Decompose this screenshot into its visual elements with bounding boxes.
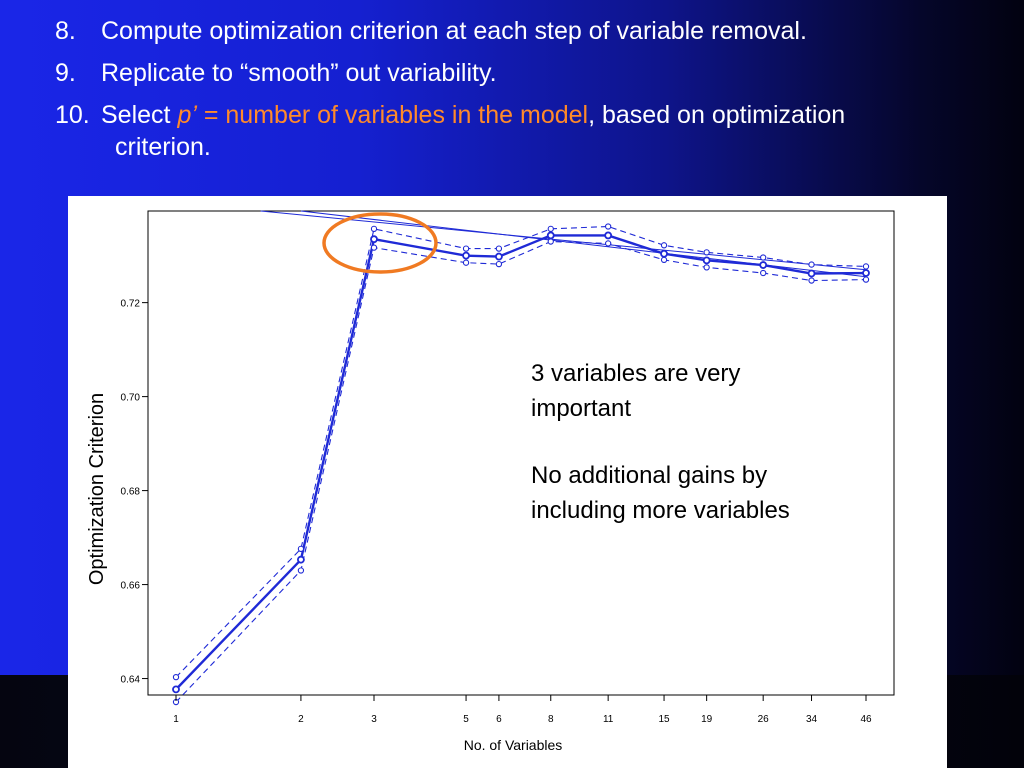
annotation-line-1: 3 variables are very bbox=[531, 360, 740, 387]
bullet-number: 10. bbox=[55, 101, 90, 129]
bullet-number: 8. bbox=[55, 17, 76, 45]
data-point bbox=[495, 245, 503, 252]
annotation-text: 3 variables are very important No additi… bbox=[531, 360, 790, 524]
highlight-text: p’ = number of variables in the model bbox=[177, 101, 588, 129]
data-point bbox=[370, 244, 378, 251]
x-axis-label: No. of Variables bbox=[464, 737, 563, 753]
data-point bbox=[808, 277, 815, 284]
data-point bbox=[660, 242, 668, 249]
data-point bbox=[462, 251, 470, 260]
data-point bbox=[703, 249, 710, 256]
data-point bbox=[172, 673, 180, 681]
reference-line bbox=[260, 210, 867, 271]
chart-figure: 0.64 0.66 0.68 0.70 0.72 1 2 3 5 6 8 11 15 19 26 34 46 … bbox=[68, 196, 947, 768]
x-tick-label: 19 bbox=[701, 714, 713, 725]
equals-sign: = bbox=[196, 101, 226, 129]
highlight-phrase: number of variables in the model bbox=[225, 101, 589, 129]
data-point bbox=[495, 252, 503, 261]
series-line-dashed bbox=[175, 240, 867, 703]
data-point bbox=[604, 231, 613, 240]
bullet-text: Replicate to “smooth” out variability. bbox=[101, 59, 497, 87]
x-tick-label: 15 bbox=[658, 714, 670, 725]
data-point bbox=[462, 259, 470, 266]
bullet-text: Compute optimization criterion at each s… bbox=[101, 17, 807, 45]
bullet-continuation: criterion. bbox=[115, 133, 211, 161]
y-tick-label: 0.72 bbox=[121, 299, 141, 310]
bullet-item-9: 9. Replicate to “smooth” out variability. bbox=[55, 56, 995, 90]
annotation-line-2: important bbox=[531, 395, 631, 422]
plot-frame bbox=[147, 210, 895, 696]
data-point bbox=[760, 269, 767, 277]
p-prime-symbol: p’ bbox=[177, 101, 197, 129]
data-point bbox=[605, 240, 612, 247]
highlight-circle bbox=[322, 212, 438, 274]
y-tick-label: 0.66 bbox=[121, 581, 141, 592]
data-point bbox=[862, 276, 870, 283]
x-tick-label: 11 bbox=[603, 714, 614, 725]
data-point bbox=[605, 223, 612, 230]
bullet-list: 8. Compute optimization criterion at each… bbox=[55, 14, 995, 172]
data-point bbox=[807, 269, 816, 278]
data-point bbox=[462, 245, 470, 252]
annotation-line-4: including more variables bbox=[531, 497, 790, 524]
y-axis-label: Optimization Criterion bbox=[86, 393, 108, 585]
y-tick-label: 0.64 bbox=[121, 675, 141, 686]
data-point bbox=[862, 269, 870, 277]
series-line-main bbox=[175, 234, 867, 691]
data-point bbox=[547, 225, 554, 233]
bullet-item-10: 10. Select p’ = number of variables in th… bbox=[55, 98, 995, 164]
data-point bbox=[172, 685, 180, 694]
data-point bbox=[297, 567, 305, 574]
data-point bbox=[702, 256, 711, 265]
data-point bbox=[370, 235, 378, 244]
data-point bbox=[759, 261, 768, 269]
data-point bbox=[660, 249, 668, 258]
series-line-dashed bbox=[175, 225, 867, 678]
bullet-text-post: , based on optimization bbox=[588, 101, 846, 129]
bullet-item-8: 8. Compute optimization criterion at each… bbox=[55, 14, 995, 48]
data-point bbox=[660, 256, 668, 264]
bullet-text-pre: Select bbox=[101, 101, 178, 129]
data-point bbox=[297, 555, 305, 564]
data-point bbox=[297, 545, 305, 553]
x-tick-label: 34 bbox=[806, 714, 818, 725]
bullet-number: 9. bbox=[55, 59, 76, 87]
x-tick-label: 46 bbox=[860, 714, 872, 725]
data-point bbox=[703, 264, 710, 271]
x-tick-label: 26 bbox=[758, 714, 770, 725]
data-point bbox=[495, 260, 503, 268]
annotation-line-3: No additional gains by bbox=[531, 462, 767, 489]
x-tick-label: 5 bbox=[463, 714, 469, 725]
chart-svg: 0.640.660.680.700.72 1 2 3 5 6 8 11 15 19 26 34 46 … bbox=[86, 210, 895, 753]
reference-line bbox=[300, 210, 867, 278]
x-tick-label: 8 bbox=[548, 714, 554, 725]
y-tick-label: 0.68 bbox=[121, 487, 141, 498]
y-tick-label: 0.70 bbox=[121, 393, 141, 404]
data-point bbox=[546, 231, 555, 240]
data-point bbox=[808, 261, 815, 268]
data-point bbox=[370, 225, 378, 233]
x-tick-label: 6 bbox=[496, 714, 502, 725]
x-tick-label: 3 bbox=[371, 714, 377, 725]
data-point bbox=[547, 238, 554, 245]
x-tick-label: 1 bbox=[173, 714, 179, 725]
data-point bbox=[862, 263, 870, 270]
data-point bbox=[760, 254, 767, 261]
x-tick-label: 2 bbox=[298, 714, 304, 725]
